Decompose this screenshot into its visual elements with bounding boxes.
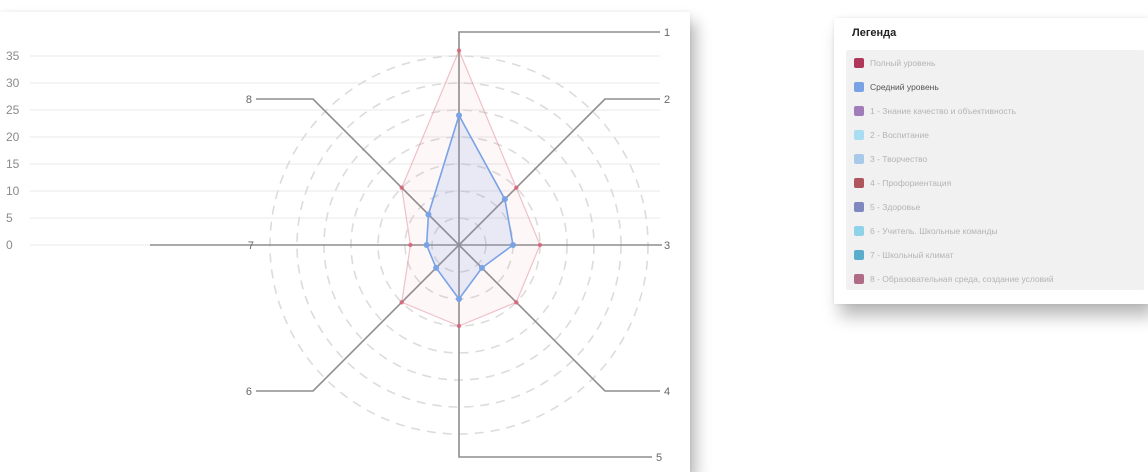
tick-label: 15 — [6, 157, 20, 171]
legend-swatch — [854, 58, 864, 68]
tick-label: 5 — [6, 211, 13, 225]
legend-label: 6 - Учитель. Школьные команды — [870, 226, 998, 236]
data-point — [423, 242, 430, 248]
data-point — [501, 196, 508, 203]
legend-title: Легенда — [852, 27, 897, 39]
axis-label: 7 — [248, 240, 254, 252]
data-point — [456, 296, 462, 302]
legend-item[interactable]: Средний уровень — [854, 80, 939, 94]
legend-item[interactable]: Полный уровень — [854, 56, 935, 70]
legend-label: 3 - Творчество — [870, 154, 928, 164]
legend-swatch — [854, 178, 864, 188]
axis-spoke — [458, 245, 652, 458]
axis-label: 6 — [246, 386, 252, 398]
legend-item[interactable]: 5 - Здоровье — [854, 200, 920, 214]
data-point — [433, 264, 440, 271]
tick-label: 25 — [6, 103, 20, 117]
legend-swatch — [854, 130, 864, 140]
legend-swatch — [854, 274, 864, 284]
tick-label: 30 — [6, 76, 20, 90]
legend-label: 5 - Здоровье — [870, 202, 921, 212]
data-point — [425, 211, 432, 218]
legend-swatch — [854, 154, 864, 164]
legend-item[interactable]: 1 - Знание качество и объективность — [854, 104, 1016, 118]
legend-item[interactable]: 3 - Творчество — [854, 152, 927, 166]
axis-spoke — [256, 98, 460, 246]
legend-card: Легенда Полный уровень Средний уровень 1 -… — [834, 18, 1148, 304]
legend-item[interactable]: 2 - Воспитание — [854, 128, 929, 142]
data-point — [537, 242, 543, 248]
legend-label: 1 - Знание качество и объективность — [870, 106, 1017, 116]
axis-label: 5 — [656, 452, 662, 461]
legend-item[interactable]: 6 - Учитель. Школьные команды — [854, 224, 998, 238]
axis-label: 3 — [664, 240, 670, 252]
legend-label: Полный уровень — [870, 58, 936, 68]
axis-label: 2 — [664, 94, 670, 106]
axis-label: 1 — [664, 27, 670, 39]
legend-item[interactable]: 4 - Профориентация — [854, 176, 951, 190]
legend-item[interactable]: 8 - Образовательная среда, создание усло… — [854, 272, 1054, 286]
data-point — [456, 323, 462, 329]
axis-spoke — [256, 244, 460, 392]
legend-label: 8 - Образовательная среда, создание усло… — [870, 274, 1054, 284]
legend-swatch — [854, 226, 864, 236]
legend-label: 7 - Школьный климат — [870, 250, 954, 260]
data-point — [408, 242, 413, 248]
radar-chart: 0 5 10 15 20 25 30 35 1 2 3 4 5 6 7 8 — [6, 27, 670, 461]
tick-label: 35 — [6, 49, 20, 63]
legend-label: Средний уровень — [870, 82, 939, 92]
axis-label: 8 — [246, 94, 252, 106]
data-point — [456, 112, 462, 119]
data-point — [456, 48, 462, 53]
legend-swatch — [854, 250, 864, 260]
legend-swatch — [854, 202, 864, 212]
data-point — [399, 185, 404, 190]
axis-label: 4 — [664, 386, 670, 398]
legend-swatch — [854, 106, 864, 116]
legend-label: 2 - Воспитание — [870, 130, 929, 140]
radar-chart-card: 0 5 10 15 20 25 30 35 1 2 3 4 5 6 7 8 — [0, 12, 690, 472]
axis-spoke — [458, 31, 660, 245]
data-point — [510, 242, 516, 248]
data-point — [514, 300, 519, 305]
tick-label: 10 — [6, 184, 20, 198]
legend-swatch — [854, 82, 864, 92]
legend-label: 4 - Профориентация — [870, 178, 952, 188]
data-point — [514, 185, 519, 190]
axis-spoke — [458, 98, 660, 246]
tick-label: 0 — [6, 238, 13, 252]
legend-item[interactable]: 7 - Школьный климат — [854, 248, 954, 262]
legend-panel: Полный уровень Средний уровень 1 - Знание … — [846, 50, 1144, 290]
data-point — [399, 300, 404, 305]
axis-spoke — [458, 244, 660, 392]
tick-label: 20 — [6, 130, 20, 144]
data-point — [478, 264, 485, 271]
